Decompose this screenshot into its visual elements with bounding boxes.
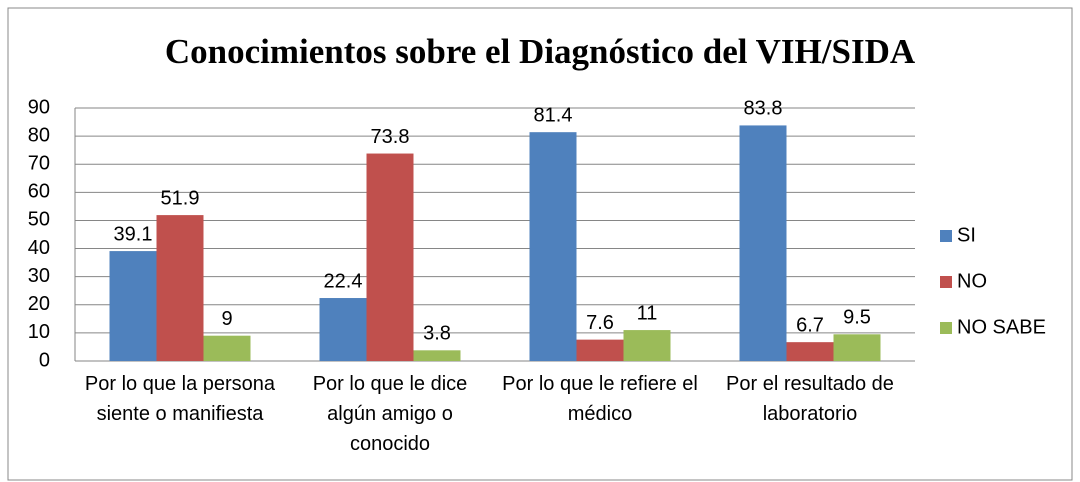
bar	[156, 215, 204, 361]
y-tick-label: 90	[28, 96, 50, 118]
y-tick-label: 30	[28, 265, 50, 287]
bar	[786, 342, 834, 361]
bar	[529, 132, 577, 361]
bar	[623, 330, 671, 361]
y-tick-label: 40	[28, 237, 50, 259]
data-label: 3.8	[423, 323, 451, 345]
data-label: 81.4	[534, 104, 573, 126]
chart-title: Conocimientos sobre el Diagnóstico del V…	[165, 32, 916, 71]
legend-label: NO	[957, 270, 987, 292]
y-tick-label: 0	[39, 349, 50, 371]
data-label: 83.8	[744, 98, 783, 120]
x-tick-label: Por lo que le dice algún amigo o conocid…	[312, 373, 468, 455]
legend-label: NO SABE	[957, 316, 1046, 338]
data-label: 9	[221, 308, 232, 330]
y-tick-label: 20	[28, 293, 50, 315]
x-tick-label: Por lo que la persona siente o manifiest…	[84, 373, 276, 425]
data-label: 7.6	[586, 312, 614, 334]
data-label: 39.1	[114, 223, 153, 245]
y-tick-label: 70	[28, 153, 50, 175]
x-tick-label: Por lo que le refiere el médico	[502, 373, 698, 425]
bar	[203, 335, 251, 361]
legend-label: SI	[957, 224, 976, 246]
y-tick-label: 10	[28, 321, 50, 343]
bar	[413, 350, 461, 361]
legend-swatch	[940, 230, 952, 242]
data-label: 22.4	[324, 270, 363, 292]
legend-swatch	[940, 322, 952, 334]
y-tick-label: 50	[28, 209, 50, 231]
bar	[833, 334, 881, 361]
bar	[109, 251, 157, 361]
bar	[739, 125, 787, 361]
legend-swatch	[940, 276, 952, 288]
data-label: 73.8	[371, 126, 410, 148]
y-tick-label: 80	[28, 124, 50, 146]
data-label: 9.5	[843, 307, 871, 329]
data-label: 11	[637, 302, 658, 324]
bar	[576, 339, 624, 361]
x-tick-label: Por el resultado de laboratorio	[726, 373, 894, 425]
data-label: 51.9	[161, 187, 200, 209]
y-tick-label: 60	[28, 181, 50, 203]
chart-frame	[7, 7, 1073, 481]
bar	[366, 153, 414, 361]
data-label: 6.7	[796, 314, 824, 336]
bar	[319, 298, 367, 361]
